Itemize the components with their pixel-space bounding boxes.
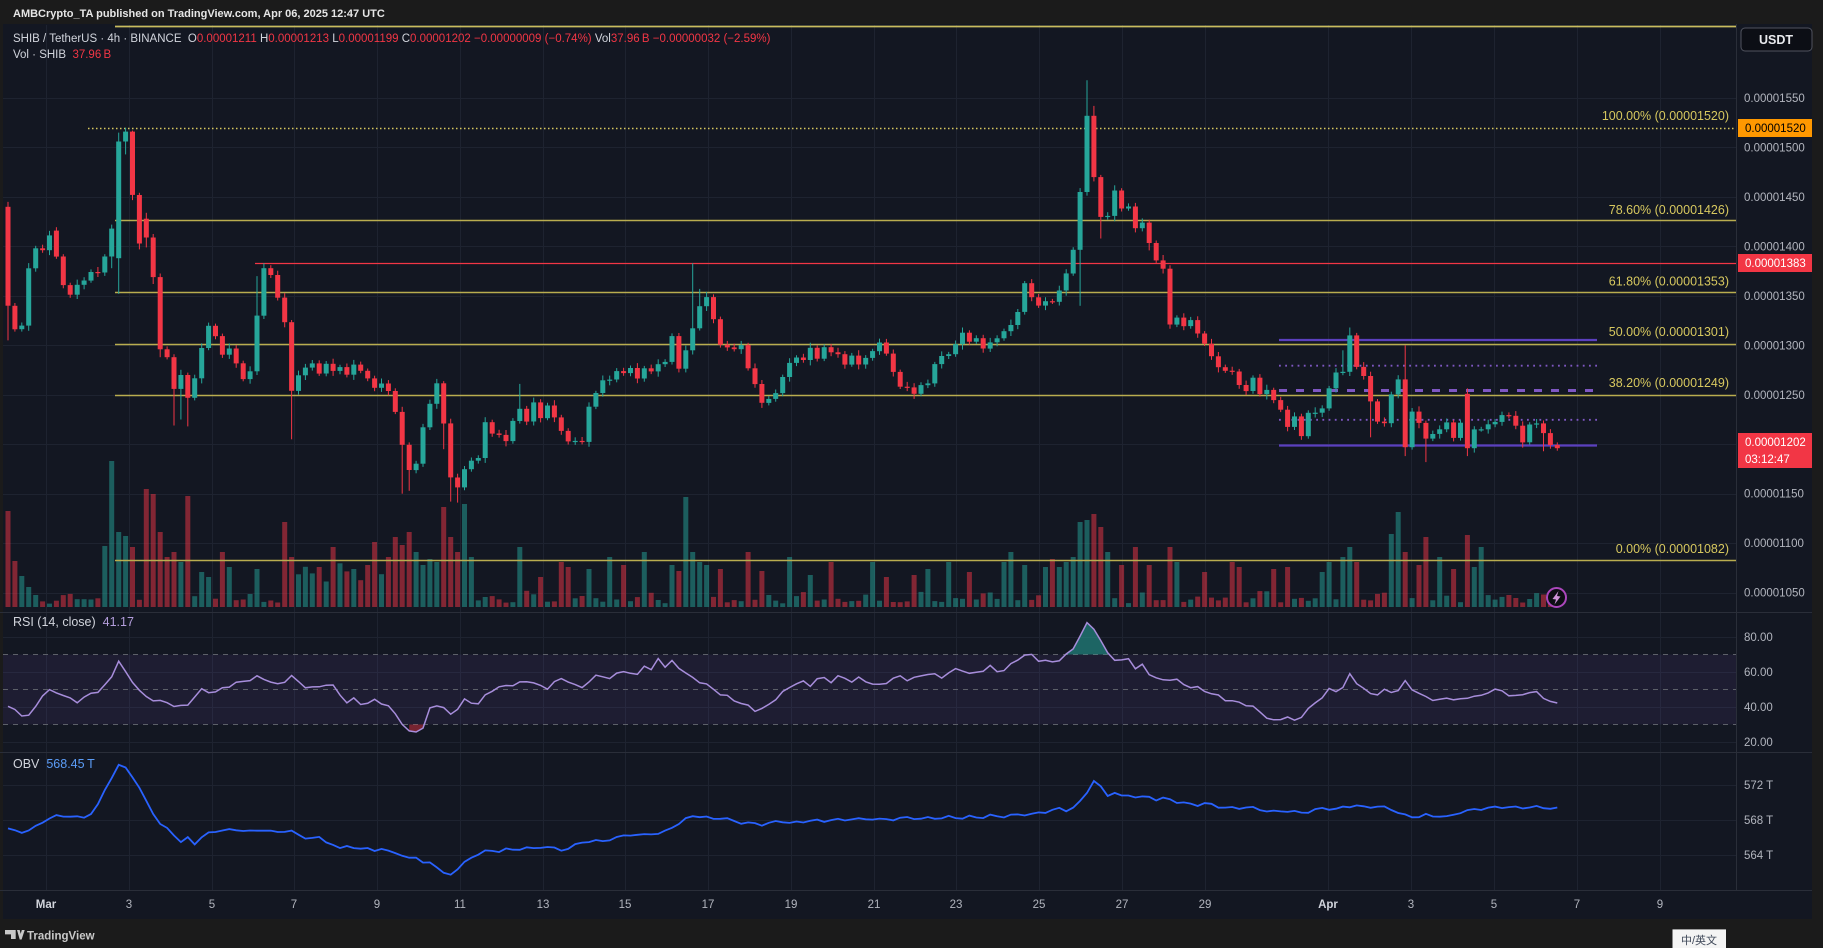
svg-text:572 T: 572 T xyxy=(1744,780,1773,792)
svg-text:40.00: 40.00 xyxy=(1744,702,1773,714)
svg-text:0.00001450: 0.00001450 xyxy=(1744,192,1805,204)
svg-text:3: 3 xyxy=(126,899,132,911)
svg-text:0.00001100: 0.00001100 xyxy=(1744,538,1804,550)
svg-text:20.00: 20.00 xyxy=(1744,737,1773,749)
svg-text:5: 5 xyxy=(209,899,215,911)
svg-text:13: 13 xyxy=(537,899,550,911)
svg-text:17: 17 xyxy=(702,899,715,911)
svg-text:11: 11 xyxy=(454,899,466,911)
svg-text:Mar: Mar xyxy=(36,899,57,911)
svg-text:568 T: 568 T xyxy=(1744,815,1773,827)
svg-text:0.00001400: 0.00001400 xyxy=(1744,241,1805,253)
svg-text:3: 3 xyxy=(1408,899,1414,911)
svg-text:0.00001150: 0.00001150 xyxy=(1744,489,1804,501)
svg-text:0.00001050: 0.00001050 xyxy=(1744,588,1805,600)
svg-text:25: 25 xyxy=(1033,899,1046,911)
svg-text:RSI (14, close) 41.17: RSI (14, close) 41.17 xyxy=(13,615,134,629)
svg-text:USDT: USDT xyxy=(1759,33,1793,47)
svg-text:61.80% (0.00001353): 61.80% (0.00001353) xyxy=(1609,275,1729,289)
svg-text:OBV 568.45 T: OBV 568.45 T xyxy=(13,757,95,771)
svg-text:60.00: 60.00 xyxy=(1744,667,1773,679)
svg-text:0.00001350: 0.00001350 xyxy=(1744,291,1805,303)
svg-text:0.00001520: 0.00001520 xyxy=(1745,123,1806,135)
svg-text:19: 19 xyxy=(785,899,798,911)
svg-text:38.20% (0.00001249): 38.20% (0.00001249) xyxy=(1609,376,1729,390)
svg-text:7: 7 xyxy=(1574,899,1580,911)
svg-text:03:12:47: 03:12:47 xyxy=(1745,454,1790,466)
svg-text:0.00% (0.00001082): 0.00% (0.00001082) xyxy=(1616,542,1729,556)
svg-text:0.00001500: 0.00001500 xyxy=(1744,143,1805,155)
svg-text:AMBCrypto_TA published on Trad: AMBCrypto_TA published on TradingView.co… xyxy=(13,8,385,20)
svg-text:50.00% (0.00001301): 50.00% (0.00001301) xyxy=(1609,325,1729,339)
svg-text:7: 7 xyxy=(291,899,297,911)
svg-text:9: 9 xyxy=(374,899,380,911)
svg-text:Apr: Apr xyxy=(1318,899,1338,911)
svg-text:0.00001250: 0.00001250 xyxy=(1744,390,1805,402)
svg-text:中/英文: 中/英文 xyxy=(1681,933,1717,947)
svg-text:564 T: 564 T xyxy=(1744,850,1773,862)
svg-text:80.00: 80.00 xyxy=(1744,632,1773,644)
svg-text:0.00001550: 0.00001550 xyxy=(1744,93,1805,105)
svg-text:0.00001300: 0.00001300 xyxy=(1744,340,1805,352)
svg-text:5: 5 xyxy=(1491,899,1497,911)
svg-text:15: 15 xyxy=(619,899,632,911)
svg-text:78.60% (0.00001426): 78.60% (0.00001426) xyxy=(1609,203,1729,217)
svg-text:9: 9 xyxy=(1657,899,1663,911)
svg-text:29: 29 xyxy=(1199,899,1212,911)
svg-text:27: 27 xyxy=(1116,899,1129,911)
svg-text:100.00% (0.00001520): 100.00% (0.00001520) xyxy=(1602,109,1729,123)
svg-text:TradingView: TradingView xyxy=(27,931,95,943)
svg-text:23: 23 xyxy=(950,899,963,911)
svg-text:0.00001202: 0.00001202 xyxy=(1745,437,1806,449)
svg-text:0.00001383: 0.00001383 xyxy=(1745,258,1806,270)
svg-text:21: 21 xyxy=(868,899,881,911)
svg-text:SHIB / TetherUS · 4h · BINANCE: SHIB / TetherUS · 4h · BINANCE O0.000012… xyxy=(13,33,771,45)
svg-text:Vol · SHIB 37.96 B: Vol · SHIB 37.96 B xyxy=(13,49,112,61)
